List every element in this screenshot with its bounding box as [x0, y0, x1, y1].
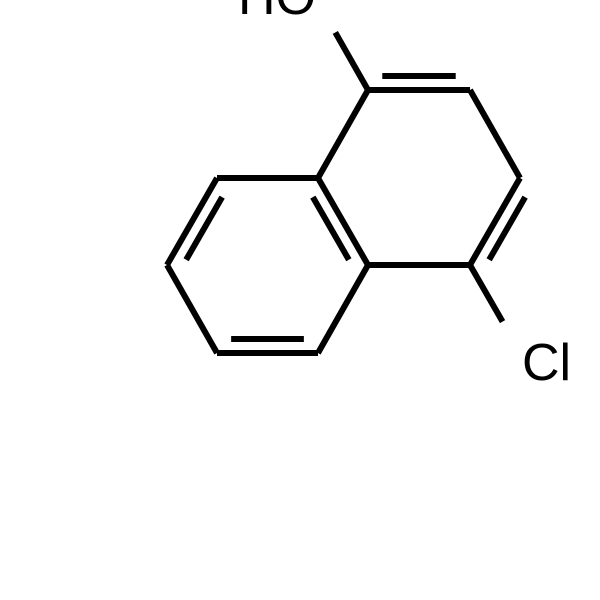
- bond-H-I: [470, 90, 520, 178]
- bond-B-G: [318, 90, 368, 178]
- bond-I-J-inner: [489, 197, 525, 260]
- bond-E-F: [167, 265, 217, 353]
- bond-C-D: [318, 265, 368, 353]
- bond-F-A-inner: [186, 197, 222, 260]
- label_Cl: Cl: [522, 334, 571, 392]
- bond-B-C-inner: [313, 197, 349, 260]
- bond-to-HO: [335, 32, 368, 90]
- molecule-diagram: HO Cl: [0, 0, 600, 600]
- label_OH: HO: [238, 0, 316, 26]
- bond-to-Cl: [470, 265, 503, 322]
